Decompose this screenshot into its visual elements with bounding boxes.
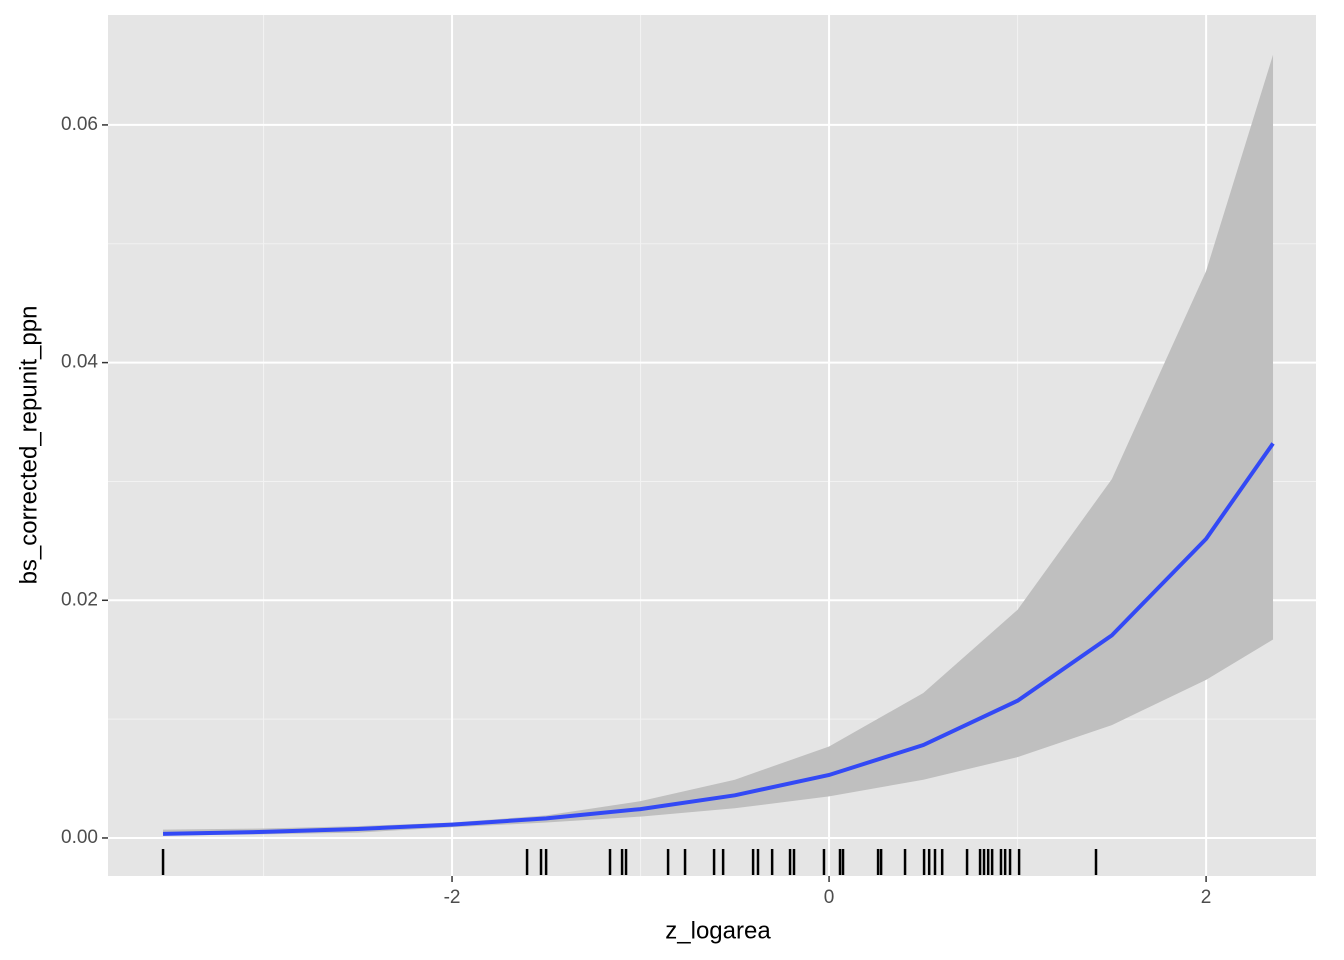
confidence-ribbon xyxy=(163,54,1274,836)
y-tick-label: 0.04 xyxy=(61,352,98,373)
y-tick-label: 0.02 xyxy=(61,589,98,610)
x-tick-label: 0 xyxy=(824,887,835,908)
x-axis-title: z_logarea xyxy=(665,917,771,944)
y-tick-label: 0.06 xyxy=(61,114,98,135)
x-tick-label: 2 xyxy=(1201,887,1212,908)
x-tick-label: -2 xyxy=(444,887,461,908)
y-axis-title: bs_corrected_repunit_ppn xyxy=(15,306,42,585)
fit-line xyxy=(163,442,1275,836)
panel xyxy=(108,15,1316,876)
y-tick-label: 0.00 xyxy=(61,827,98,848)
